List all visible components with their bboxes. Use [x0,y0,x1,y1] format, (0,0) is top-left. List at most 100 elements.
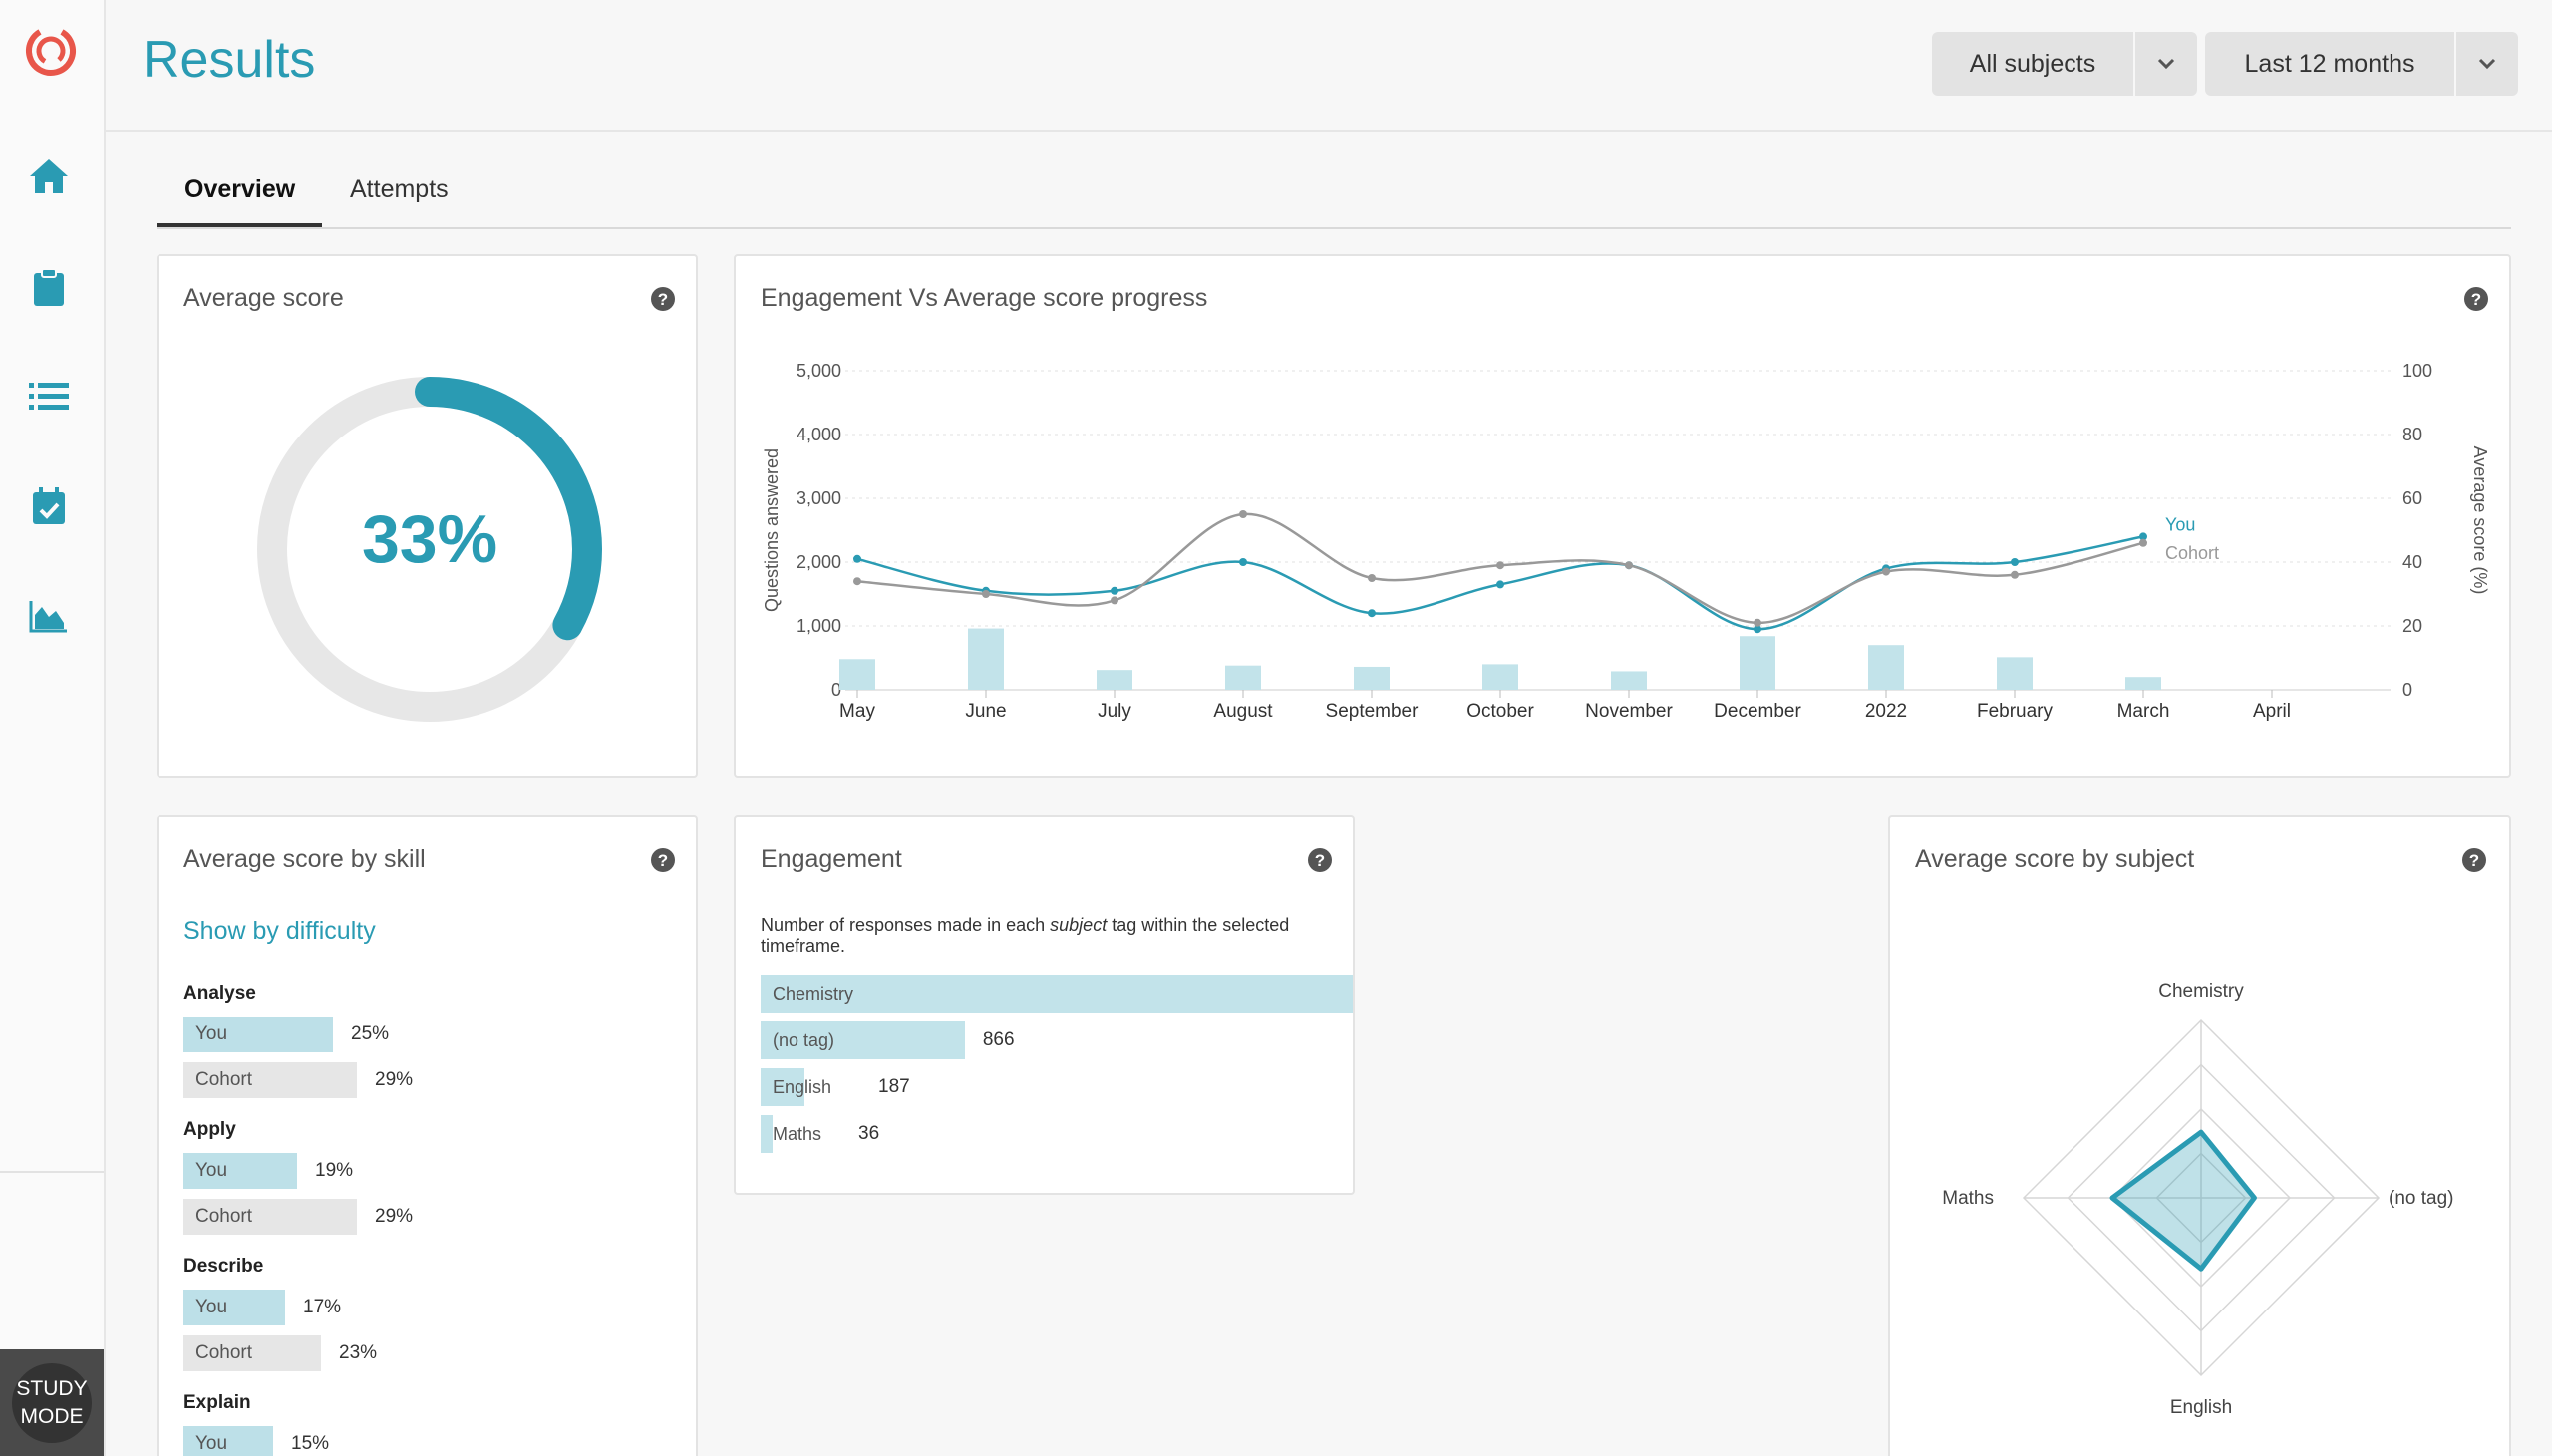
right-tick-label: 60 [2402,488,2422,508]
engagement-card: Engagement ? Number of responses made in… [734,815,1355,1195]
page-header: Results All subjects Last 12 months [106,0,2552,132]
card-title: Average score [183,284,344,312]
right-axis-label: Average score (%) [2470,446,2490,595]
skill-bar-cohort: Cohort [183,1335,321,1371]
tab-attempts[interactable]: Attempts [350,175,449,203]
engagement-bar [1868,645,1904,690]
card-title: Average score by skill [183,845,426,873]
average-score-donut [257,377,602,722]
engagement-progress-chart: 5,000 4,000 3,000 2,000 1,000 0 100 80 60 40 20 0 Qu… [762,361,2490,722]
subject-radar-chart: Chemistry (no tag) English Maths [1942,981,2453,1418]
x-tick-label: May [839,701,875,722]
series-point [1239,510,1247,518]
right-tick-label: 0 [2402,680,2412,700]
chevron-down-icon[interactable] [2133,32,2197,96]
x-tick-label: April [2253,701,2291,722]
engagement-bar: English [761,1068,831,1106]
subject-filter-label: All subjects [1969,49,2096,78]
show-by-difficulty-link[interactable]: Show by difficulty [183,917,376,945]
series-point [1882,567,1890,576]
series-point [1754,625,1761,634]
left-tick-label: 5,000 [797,361,841,381]
skill-name: Analyse [183,983,256,1004]
average-score-value: 33% [361,501,498,577]
list-icon[interactable] [27,375,71,419]
x-tick-label: July [1098,701,1131,722]
engagement-bar [1354,666,1390,690]
engagement-bar: (no tag) [761,1021,965,1059]
left-tick-label: 3,000 [797,488,841,508]
svg-text:?: ? [2471,290,2481,309]
x-tick-label: March [2117,701,2170,722]
help-icon[interactable]: ? [1307,847,1333,873]
right-tick-label: 40 [2402,552,2422,572]
sidebar: STUDY MODE [0,0,106,1456]
area-chart-icon[interactable] [27,594,71,638]
series-point [1368,574,1376,582]
skill-percent: 19% [315,1160,354,1181]
skill-name: Describe [183,1256,264,1277]
skill-name: Explain [183,1392,251,1413]
clipboard-icon[interactable] [27,265,71,309]
skill-bar-cohort: Cohort [183,1199,357,1235]
left-tick-label: 4,000 [797,425,841,444]
page-title: Results [143,31,316,89]
skill-percent: 17% [303,1297,342,1317]
skill-bar-you: You [183,1017,333,1052]
svg-text:?: ? [1315,851,1325,870]
skill-percent: 23% [339,1342,378,1363]
series-point [1111,596,1118,605]
engagement-bar [1225,665,1261,690]
series-point [1239,558,1247,566]
engagement-value: 866 [982,1029,1015,1050]
series-point [1625,561,1633,570]
series-point [1368,609,1376,618]
x-tick-label: September [1326,701,1420,722]
time-filter-label: Last 12 months [2244,49,2415,78]
engagement-progress-card: Engagement Vs Average score progress ? 5… [734,254,2511,778]
description-emphasis: subject [1050,915,1108,935]
left-tick-label: 2,000 [797,552,841,572]
help-icon[interactable]: ? [650,286,676,312]
chevron-down-icon[interactable] [2454,32,2518,96]
x-tick-label: 2022 [1865,701,1907,722]
engagement-value: 36 [858,1123,880,1144]
left-tick-label: 0 [831,680,841,700]
right-tick-label: 20 [2402,616,2422,636]
radar-axis-label: Chemistry [2158,981,2244,1002]
skill-name: Apply [183,1119,236,1140]
series-label: Cohort [2165,543,2219,563]
radar-axis-label: English [2170,1397,2232,1418]
app-logo-icon[interactable] [22,20,80,78]
sidebar-divider [0,1171,104,1173]
series-point [2011,570,2019,579]
time-filter-dropdown[interactable]: Last 12 months [2205,32,2518,96]
x-tick-label: December [1714,701,1801,722]
radar-axis-label: (no tag) [2389,1188,2453,1209]
study-mode-button[interactable]: STUDY MODE [0,1349,104,1456]
svg-text:?: ? [658,290,668,309]
engagement-bar [1611,671,1647,690]
series-point [853,577,861,586]
help-icon[interactable]: ? [2461,847,2487,873]
x-tick-label: August [1213,701,1273,722]
card-title: Average score by subject [1915,845,2195,873]
calendar-check-icon[interactable] [27,484,71,528]
engagement-bar [1097,670,1132,690]
right-tick-label: 100 [2402,361,2432,381]
skill-percent: 15% [291,1433,330,1454]
x-tick-label: February [1977,701,2054,722]
subject-filter-dropdown[interactable]: All subjects [1932,32,2197,96]
series-point [1496,580,1504,589]
series-point [982,590,990,598]
help-icon[interactable]: ? [2463,286,2489,312]
radar-axis-label: Maths [1942,1188,1994,1209]
engagement-description: Number of responses made in each subject… [761,915,1353,957]
help-icon[interactable]: ? [650,847,676,873]
home-icon[interactable] [27,154,71,198]
tab-overview[interactable]: Overview [157,175,322,227]
card-title: Engagement Vs Average score progress [761,284,1208,312]
svg-text:?: ? [2469,851,2479,870]
skill-bar-you: You [183,1426,273,1456]
series-point [2139,532,2147,541]
